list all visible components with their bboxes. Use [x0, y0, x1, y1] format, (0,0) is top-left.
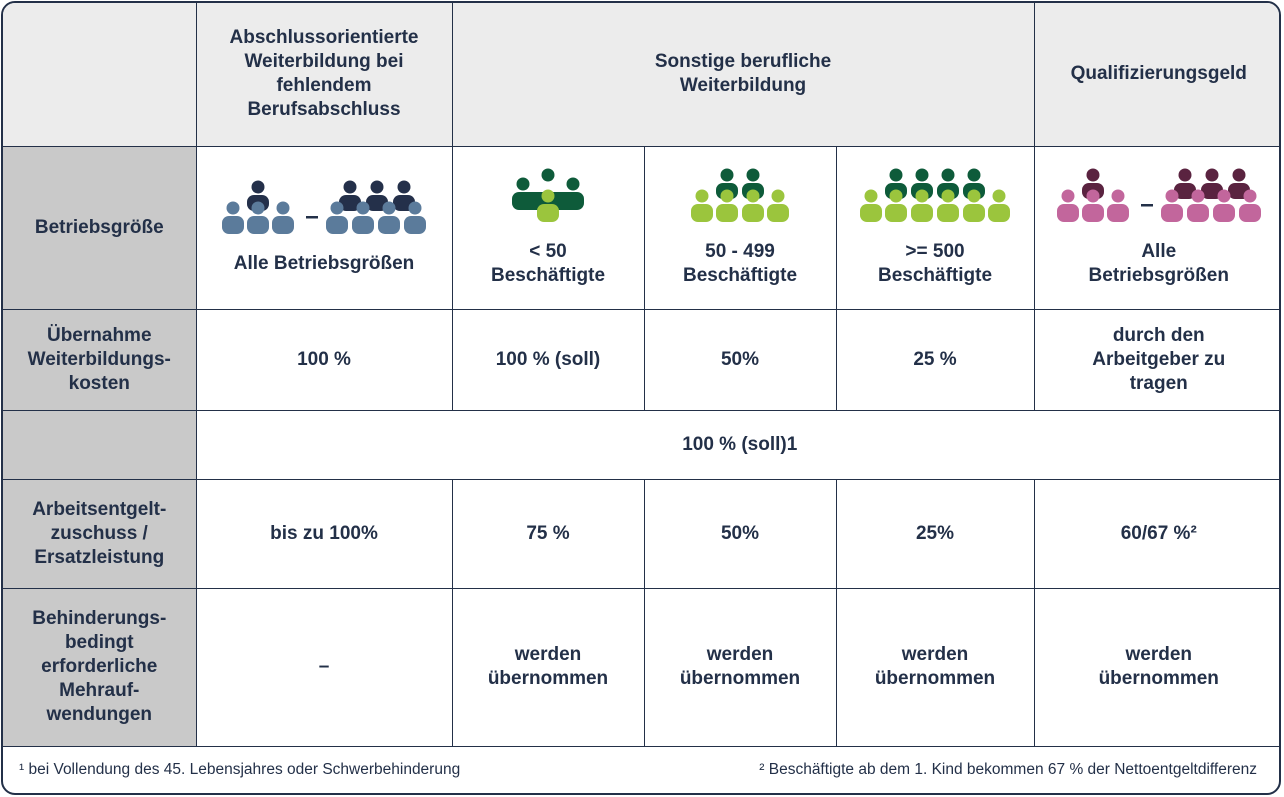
people-group-icon: [691, 168, 789, 222]
footnotes: ¹ bei Vollendung des 45. Lebensjahres od…: [19, 761, 1257, 779]
people-group-icon: [222, 180, 426, 234]
label-alle-betriebsgroessen: Alle Betriebsgrößen: [233, 252, 415, 274]
cell-uebernahme-4: 25 %: [835, 308, 1035, 411]
corner-cell: [3, 3, 197, 147]
row-arbeitsentgelt: Arbeitsentgelt-zuschuss / Ersatzleistung…: [3, 478, 1279, 589]
row-soll: 100 % (soll)1: [3, 409, 1279, 480]
cell-uebernahme-3: 50%: [643, 308, 837, 411]
cell-arbeitsentgelt-5: 60/67 %²: [1033, 478, 1279, 589]
label-unter-50: < 50 Beschäftigte: [490, 240, 606, 286]
cell-behinderung-2: werden übernommen: [451, 587, 645, 747]
row-label-arbeitsentgelt: Arbeitsentgelt-zuschuss / Ersatzleistung: [3, 478, 197, 589]
cell-betriebsgroesse-4: >= 500 Beschäftigte: [835, 145, 1035, 310]
cell-uebernahme-5: durch den Arbeitgeber zu tragen: [1033, 308, 1279, 411]
people-group-icon: [1056, 168, 1261, 222]
cell-uebernahme-1: 100 %: [195, 308, 453, 411]
cell-betriebsgroesse-3: 50 - 499 Beschäftigte: [643, 145, 837, 310]
cell-betriebsgroesse-5: Alle Betriebsgrößen: [1033, 145, 1279, 310]
people-group-icon: [512, 168, 584, 222]
people-small-group: [222, 180, 294, 234]
cell-arbeitsentgelt-1: bis zu 100%: [195, 478, 453, 589]
label-alle-betriebsgroessen-2: Alle Betriebsgrößen: [1088, 240, 1229, 286]
cell-behinderung-4: werden übernommen: [835, 587, 1035, 747]
cell-arbeitsentgelt-4: 25%: [835, 478, 1035, 589]
row-uebernahme: Übernahme Weiterbildungs-kosten 100 % 10…: [3, 308, 1279, 411]
row-behinderung: Behinderungs-bedingt erforderliche Mehra…: [3, 587, 1279, 747]
header-abschlussorientierte: Abschlussorientierte Weiterbildung bei f…: [195, 3, 453, 147]
label-ab-500: >= 500 Beschäftigte: [877, 240, 993, 286]
cell-behinderung-3: werden übernommen: [643, 587, 837, 747]
footnote-2: ² Beschäftigte ab dem 1. Kind bekommen 6…: [759, 761, 1257, 778]
cell-uebernahme-2: 100 % (soll): [451, 308, 645, 411]
people-group-icon: [860, 168, 1010, 222]
cell-betriebsgroesse-1: Alle Betriebsgrößen: [195, 145, 453, 310]
row-label-behinderung: Behinderungs-bedingt erforderliche Mehra…: [3, 587, 197, 747]
people-large-group: [326, 180, 426, 234]
row-betriebsgroesse: Betriebsgröße: [3, 145, 1279, 310]
header-row: Abschlussorientierte Weiterbildung bei f…: [3, 3, 1279, 147]
cell-behinderung-5: werden übernommen: [1033, 587, 1279, 747]
header-sonstige: Sonstige berufliche Weiterbildung: [451, 3, 1035, 147]
row-label-betriebsgroesse: Betriebsgröße: [3, 145, 197, 310]
header-qualifizierungsgeld: Qualifizierungsgeld: [1033, 3, 1279, 147]
label-50-499: 50 - 499 Beschäftigte: [682, 240, 798, 286]
row-label-uebernahme: Übernahme Weiterbildungs-kosten: [3, 308, 197, 411]
cell-behinderung-1: –: [195, 587, 453, 747]
comparison-table: Abschlussorientierte Weiterbildung bei f…: [3, 3, 1279, 747]
cell-betriebsgroesse-2: < 50 Beschäftigte: [451, 145, 645, 310]
row-label-empty: [3, 409, 197, 480]
cell-arbeitsentgelt-2: 75 %: [451, 478, 645, 589]
footnote-1: ¹ bei Vollendung des 45. Lebensjahres od…: [19, 761, 461, 778]
cell-soll-merged: 100 % (soll)1: [195, 409, 1279, 480]
cell-arbeitsentgelt-3: 50%: [643, 478, 837, 589]
